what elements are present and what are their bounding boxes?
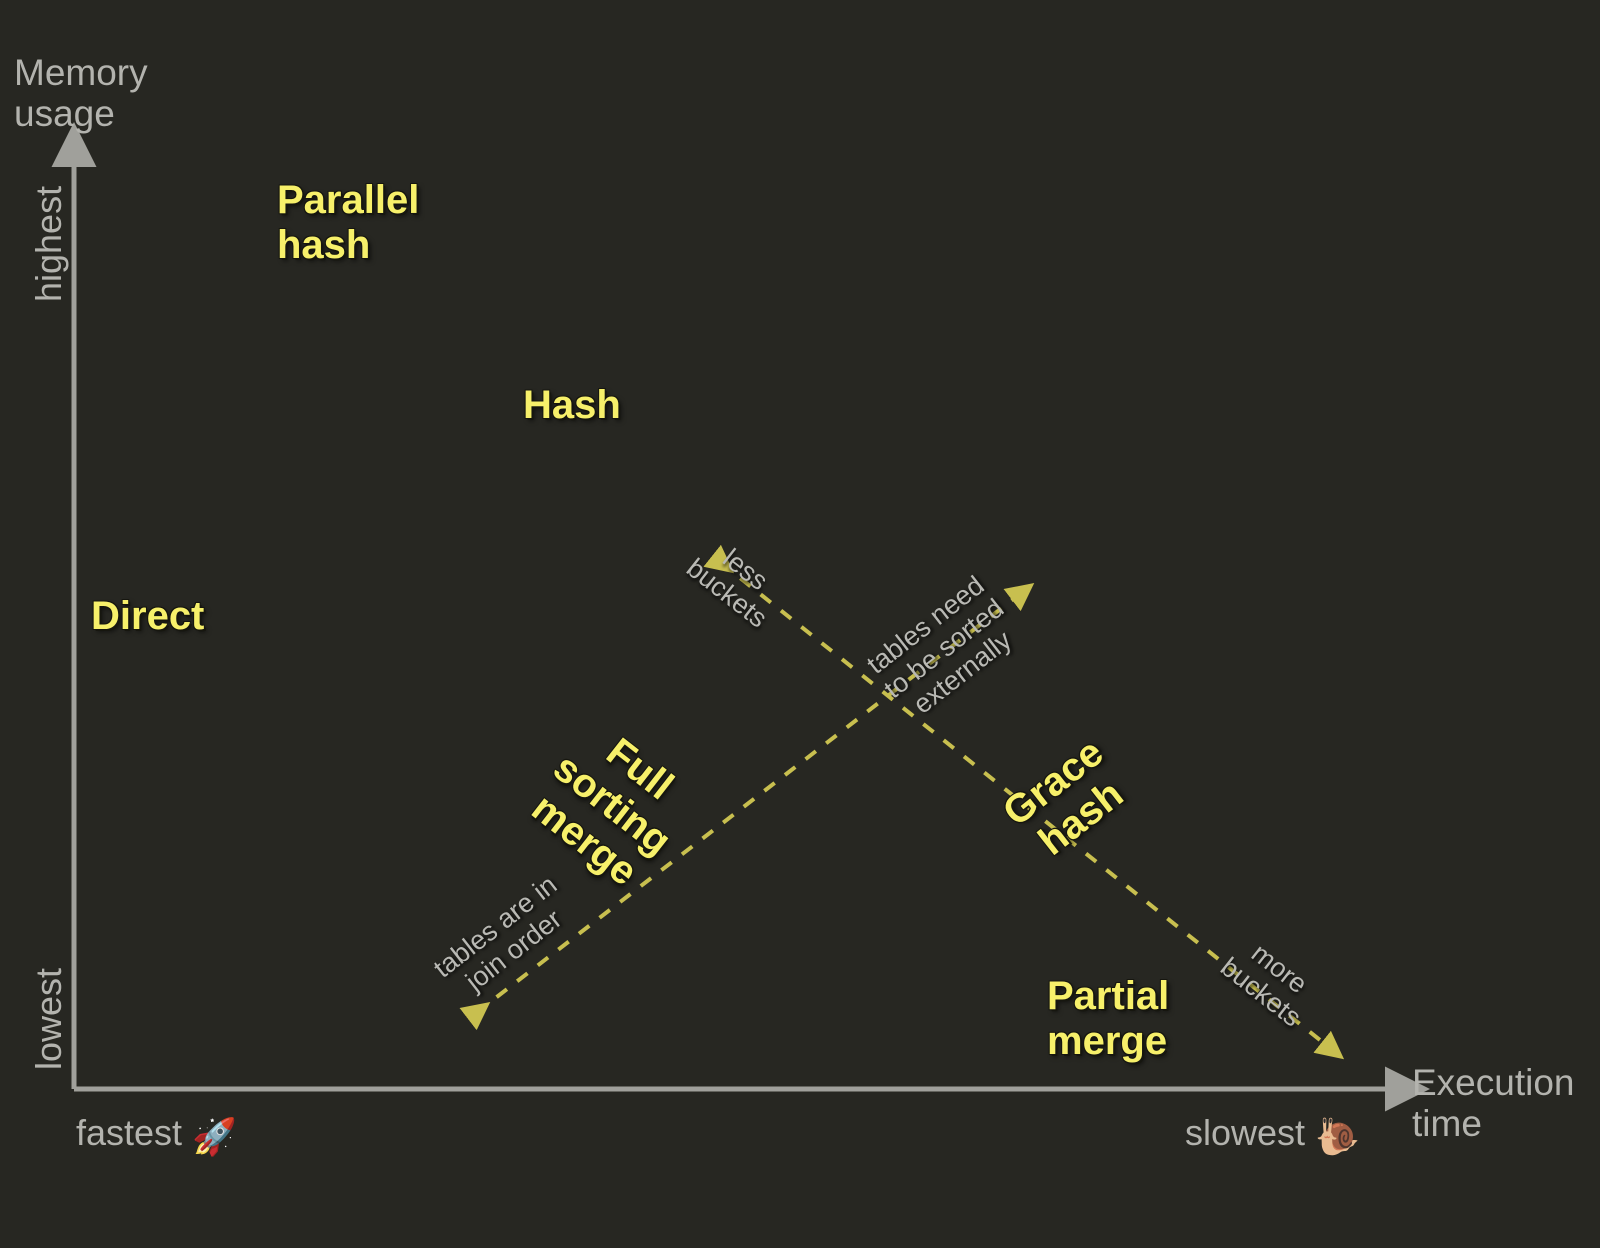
x-axis-low-group: fastest 🚀 <box>76 1112 237 1157</box>
rocket-emoji: 🚀 <box>192 1116 237 1157</box>
label-partial-merge: Partial merge <box>1047 974 1169 1064</box>
label-parallel-hash: Parallel hash <box>277 178 419 268</box>
label-partial-merge-line1: Partial <box>1047 974 1170 1018</box>
x-axis-title: Execution time <box>1412 1062 1600 1145</box>
y-axis-title-line1: Memory <box>14 52 148 93</box>
y-axis-low-label: lowest <box>28 967 69 1070</box>
x-axis-title-line1: Execution <box>1412 1062 1575 1103</box>
y-axis-title-line2: usage <box>14 93 115 135</box>
label-direct: Direct <box>91 594 205 638</box>
x-axis-high-label: slowest <box>1185 1112 1306 1153</box>
label-parallel-hash-line1: Parallel <box>277 178 420 222</box>
diagonal-arrow-join-order-to-sorted-externally <box>459 583 1035 1031</box>
label-hash: Hash <box>523 383 621 427</box>
snail-emoji: 🐌 <box>1315 1116 1360 1157</box>
y-axis-title: Memory usage <box>14 52 214 135</box>
x-axis-low-label: fastest <box>76 1112 183 1153</box>
y-axis-high-label: highest <box>28 185 69 302</box>
label-parallel-hash-line2: hash <box>277 222 371 267</box>
x-axis-high-group: slowest 🐌 <box>1185 1112 1360 1157</box>
label-partial-merge-line2: merge <box>1047 1018 1168 1063</box>
x-axis-title-line2: time <box>1412 1103 1482 1145</box>
